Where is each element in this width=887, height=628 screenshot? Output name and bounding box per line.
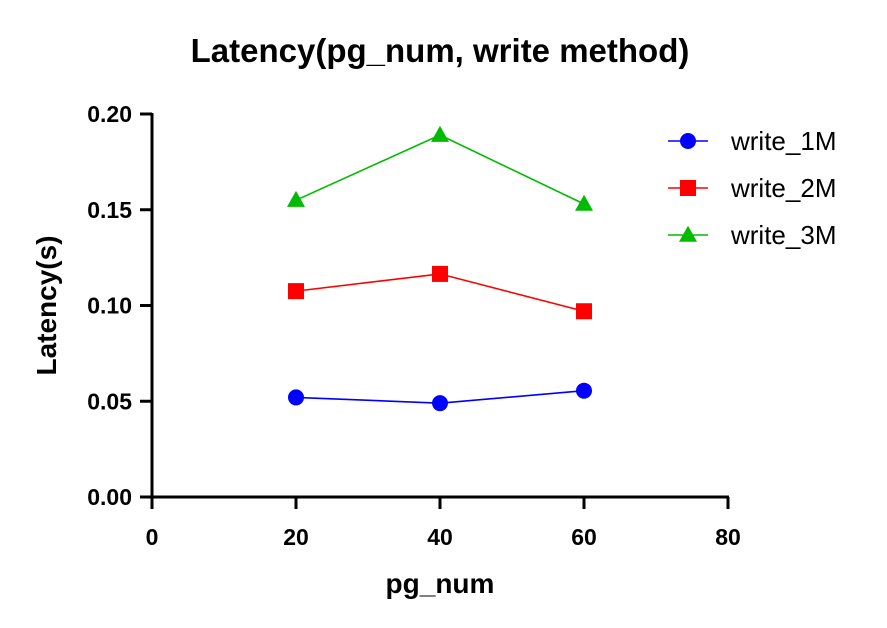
legend-marker xyxy=(680,180,696,196)
data-point-marker xyxy=(431,125,449,142)
legend: write_1M write_2M write_3M xyxy=(668,126,836,250)
y-axis-label: Latency(s) xyxy=(31,235,62,375)
y-tick-label: 0.00 xyxy=(87,484,132,510)
x-tick-label: 20 xyxy=(283,524,309,550)
legend-label: write_1M xyxy=(730,126,836,156)
data-point-marker xyxy=(288,283,304,300)
data-point-marker xyxy=(576,382,592,399)
legend-item: write_1M xyxy=(668,126,836,156)
y-tick-label: 0.10 xyxy=(87,293,132,319)
data-point-marker xyxy=(575,194,593,211)
series-write_2M xyxy=(288,265,592,320)
series-group xyxy=(287,125,593,412)
legend-label: write_2M xyxy=(730,173,836,203)
legend-label: write_3M xyxy=(730,220,836,250)
data-point-marker xyxy=(432,265,448,282)
x-tick-label: 40 xyxy=(427,524,453,550)
data-point-marker xyxy=(576,303,592,320)
data-point-marker xyxy=(288,389,304,406)
legend-marker xyxy=(679,225,697,242)
legend-item: write_2M xyxy=(668,173,836,203)
x-tick-label: 80 xyxy=(715,524,741,550)
series-write_1M xyxy=(288,382,592,412)
x-axis-label: pg_num xyxy=(386,568,495,599)
x-tick-label: 60 xyxy=(571,524,597,550)
data-point-marker xyxy=(287,190,305,207)
legend-item: write_3M xyxy=(668,220,836,250)
y-tick-label: 0.05 xyxy=(87,388,132,414)
series-write_3M xyxy=(287,125,593,211)
y-tick-label: 0.20 xyxy=(87,101,132,127)
chart-title: Latency(pg_num, write method) xyxy=(191,32,690,69)
x-ticks: 0 20 40 60 80 xyxy=(146,497,741,550)
x-tick-label: 0 xyxy=(146,524,159,550)
legend-marker xyxy=(680,133,696,149)
series-line xyxy=(295,134,585,205)
axes xyxy=(150,113,729,499)
y-tick-label: 0.15 xyxy=(87,197,132,223)
y-ticks: 0.00 0.05 0.10 0.15 0.20 xyxy=(87,101,152,510)
data-point-marker xyxy=(432,395,448,412)
